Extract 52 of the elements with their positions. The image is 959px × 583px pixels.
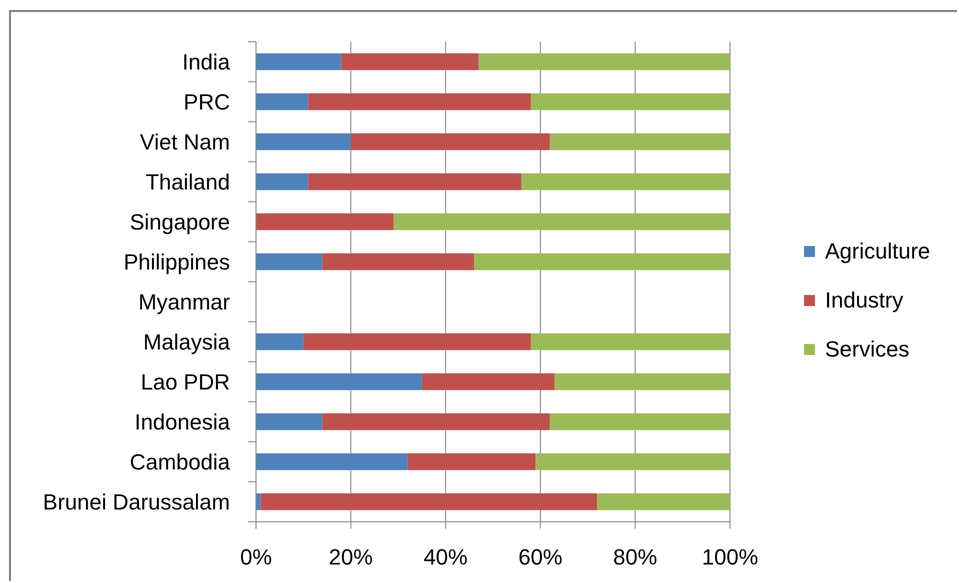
bar	[303, 333, 531, 350]
bar	[256, 213, 394, 230]
y-tick-label: Cambodia	[130, 449, 231, 474]
x-tick-label: 0%	[240, 544, 272, 570]
legend-label: Industry	[825, 288, 904, 313]
y-tick-label: Lao PDR	[140, 369, 230, 394]
legend-label: Agriculture	[825, 238, 930, 264]
bar	[308, 173, 522, 190]
bar	[322, 413, 550, 430]
bar	[256, 413, 322, 430]
bar	[550, 133, 730, 150]
y-tick-label: Myanmar	[138, 289, 230, 314]
y-tick-label: Philippines	[124, 249, 230, 274]
y-tick-label: Thailand	[146, 169, 230, 194]
bar	[350, 133, 550, 150]
bar	[408, 453, 536, 470]
x-tick-label: 20%	[328, 544, 373, 570]
bar	[554, 373, 730, 390]
bar	[474, 253, 730, 270]
x-tick-label: 80%	[613, 544, 658, 570]
bar	[597, 493, 730, 510]
x-tick-label: 40%	[424, 544, 468, 570]
bar	[536, 453, 730, 470]
y-tick-label: PRC	[184, 89, 230, 114]
bar	[550, 413, 730, 430]
y-tick-label: Viet Nam	[140, 129, 230, 154]
bar	[256, 253, 322, 270]
bar	[478, 53, 730, 70]
bar	[341, 53, 479, 70]
y-tick-label: Malaysia	[143, 329, 231, 354]
bar	[530, 93, 730, 110]
bar	[530, 333, 730, 350]
bar	[322, 253, 474, 270]
y-tick-label: Singapore	[130, 209, 230, 234]
bar	[393, 213, 730, 230]
bar	[256, 93, 308, 110]
bar	[308, 93, 531, 110]
bar	[256, 453, 408, 470]
bar	[521, 173, 730, 190]
bar	[260, 493, 598, 510]
y-tick-label: Brunei Darussalam	[42, 489, 230, 514]
x-tick-label: 60%	[518, 544, 562, 570]
legend-label: Services	[825, 336, 910, 362]
y-tick-label: Indonesia	[134, 409, 231, 434]
bar	[256, 173, 308, 190]
bar	[422, 373, 555, 390]
bar	[256, 333, 304, 350]
x-tick-label: 100%	[702, 544, 758, 570]
bar	[256, 53, 342, 70]
bar	[256, 373, 422, 390]
y-tick-label: India	[182, 49, 231, 74]
bar	[256, 133, 351, 150]
